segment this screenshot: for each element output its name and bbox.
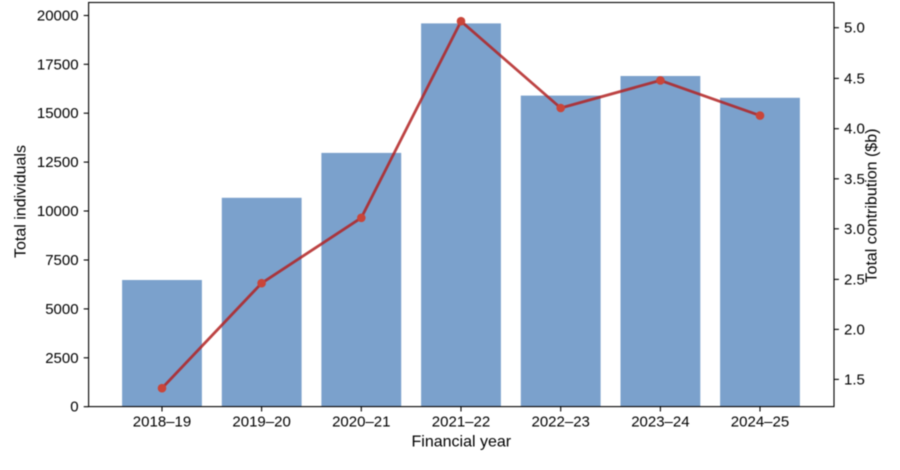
svg-text:2018–19: 2018–19: [133, 414, 191, 431]
svg-text:17500: 17500: [37, 56, 79, 73]
svg-text:2021–22: 2021–22: [432, 414, 490, 431]
svg-text:5000: 5000: [45, 301, 78, 318]
svg-text:12500: 12500: [37, 154, 79, 171]
svg-text:2.0: 2.0: [844, 321, 865, 338]
svg-text:Financial year: Financial year: [411, 434, 511, 451]
svg-text:5.0: 5.0: [844, 20, 865, 37]
svg-text:3.0: 3.0: [844, 221, 865, 238]
svg-text:2019–20: 2019–20: [232, 414, 290, 431]
svg-text:2022–23: 2022–23: [531, 414, 589, 431]
svg-text:4.5: 4.5: [844, 70, 865, 87]
svg-text:1.5: 1.5: [844, 371, 865, 388]
svg-text:20000: 20000: [37, 8, 79, 25]
svg-text:0: 0: [70, 399, 78, 416]
svg-text:2020–21: 2020–21: [332, 414, 390, 431]
svg-text:2024–25: 2024–25: [731, 414, 789, 431]
svg-text:Total individuals: Total individuals: [13, 145, 30, 258]
svg-text:7500: 7500: [45, 252, 78, 269]
svg-text:3.5: 3.5: [844, 171, 865, 188]
svg-text:Total contribution ($b): Total contribution ($b): [864, 129, 881, 283]
svg-text:2500: 2500: [45, 350, 78, 367]
svg-text:10000: 10000: [37, 203, 79, 220]
svg-text:15000: 15000: [37, 105, 79, 122]
svg-text:2.5: 2.5: [844, 271, 865, 288]
svg-text:2023–24: 2023–24: [631, 414, 689, 431]
svg-text:4.0: 4.0: [844, 121, 865, 138]
